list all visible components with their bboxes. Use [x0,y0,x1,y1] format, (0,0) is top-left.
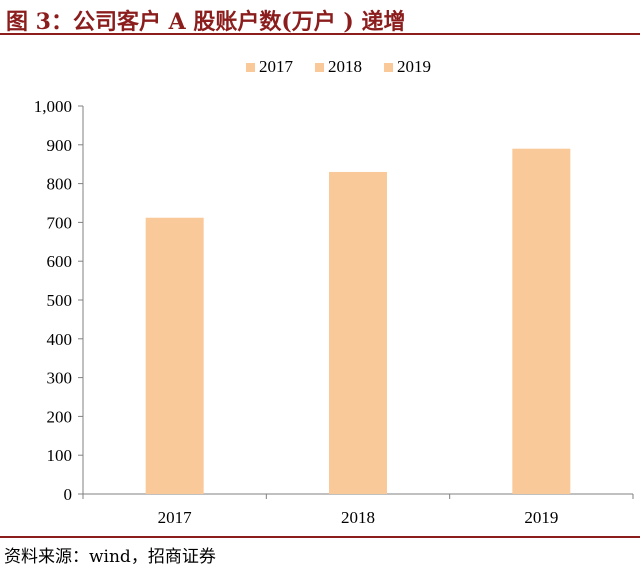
y-tick-label: 700 [47,213,73,232]
y-tick-label: 400 [47,330,73,349]
y-tick-label: 100 [47,446,73,465]
x-tick-label: 2018 [341,508,375,527]
y-tick-label: 0 [64,485,73,504]
source-divider [0,536,640,538]
y-tick-label: 800 [47,175,73,194]
y-tick-label: 500 [47,291,73,310]
y-tick-label: 200 [47,407,73,426]
y-tick-label: 900 [47,136,73,155]
x-tick-label: 2019 [524,508,558,527]
legend-label: 2017 [259,57,294,76]
legend-swatch [315,63,324,72]
bar [145,217,204,494]
y-tick-label: 600 [47,252,73,271]
legend-label: 2018 [328,57,362,76]
legend-swatch [246,63,255,72]
chart-title: 图 3：公司客户 A 股账户数(万户 ) 递增 [6,9,406,35]
legend-swatch [384,63,393,72]
bar [329,171,387,494]
bar [512,148,571,494]
title-divider [0,33,640,35]
x-tick-label: 2017 [158,508,193,527]
legend-label: 2019 [397,57,431,76]
source-note: 资料来源：wind，招商证券 [4,547,216,567]
y-tick-label: 300 [47,369,73,388]
y-tick-label: 1,000 [34,97,72,116]
